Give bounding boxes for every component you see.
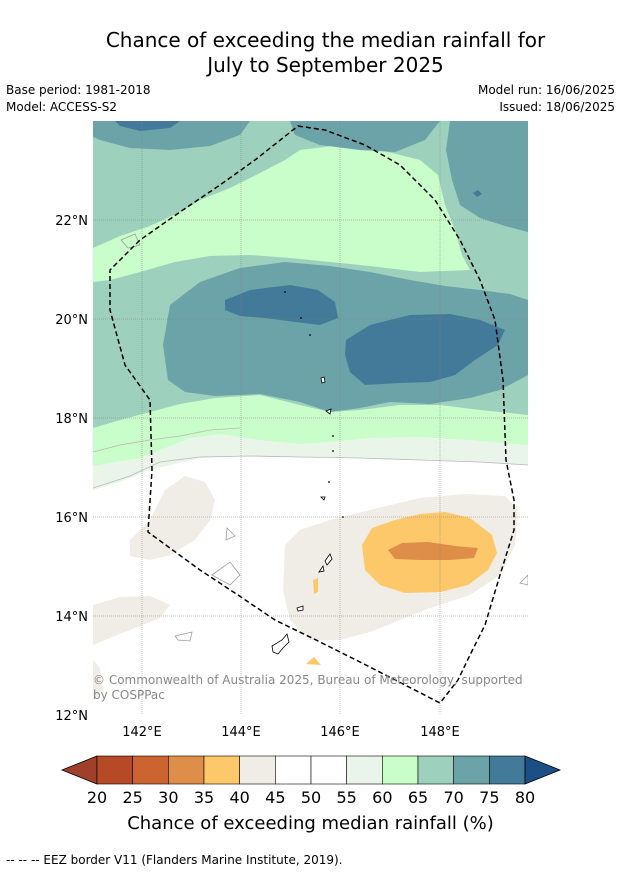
contour-line-6 bbox=[120, 233, 141, 249]
lat-tick-18n: 18°N bbox=[55, 412, 88, 427]
eez-border bbox=[109, 125, 515, 704]
colorbar-extend-high bbox=[524, 755, 562, 785]
title-line-1: Chance of exceeding the median rainfall … bbox=[105, 28, 546, 52]
lat-tick-14n: 14°N bbox=[55, 610, 88, 625]
island-saipan bbox=[324, 553, 333, 566]
lon-axis: 142°E 144°E 146°E 148°E bbox=[122, 725, 460, 740]
eez-footer-note: -- -- -- EEZ border V11 (Flanders Marine… bbox=[6, 853, 343, 867]
colorbar-segment bbox=[96, 755, 133, 785]
contour-line-5 bbox=[211, 561, 241, 586]
zone-75-80-east bbox=[345, 314, 505, 385]
copyright-line-2: by COSPPac bbox=[93, 688, 165, 702]
colorbar-tick-label: 25 bbox=[122, 788, 142, 807]
zone-40-45-southwest bbox=[93, 660, 103, 700]
island-dot-4 bbox=[332, 435, 334, 437]
lat-tick-12n: 12°N bbox=[55, 709, 88, 724]
lon-tick-146e: 146°E bbox=[320, 725, 360, 740]
colorbar-tick-label: 60 bbox=[372, 788, 392, 807]
island-tinian bbox=[318, 564, 325, 573]
base-period: Base period: 1981-2018 bbox=[6, 83, 151, 97]
island-dot-5 bbox=[332, 450, 334, 452]
lat-tick-16n: 16°N bbox=[55, 511, 88, 526]
lon-tick-148e: 148°E bbox=[420, 725, 460, 740]
zone-40-45-west bbox=[130, 476, 215, 560]
colorbar-tick-label: 70 bbox=[443, 788, 463, 807]
colorbar-segment bbox=[310, 755, 347, 785]
rainfall-map: © Commonwealth of Australia 2025, Bureau… bbox=[93, 121, 528, 715]
colorbar-segment bbox=[489, 755, 526, 785]
issued-date: Issued: 18/06/2025 bbox=[499, 100, 615, 114]
island-dot-6 bbox=[328, 481, 330, 483]
island-rota bbox=[296, 605, 304, 612]
island-group bbox=[271, 376, 333, 655]
zone-75-80-north bbox=[115, 121, 180, 131]
colorbar-tick-label: 45 bbox=[265, 788, 285, 807]
contour-line-1 bbox=[93, 455, 528, 489]
island-anatahan bbox=[320, 496, 326, 501]
chart-title: Chance of exceeding the median rainfall … bbox=[0, 28, 621, 78]
zone-35-40-small bbox=[306, 657, 321, 665]
colorbar: 20 25 30 35 40 45 50 55 60 65 70 75 80 bbox=[60, 755, 562, 807]
island-guam bbox=[271, 633, 290, 655]
island-dot-1 bbox=[284, 291, 286, 293]
contour-line-3 bbox=[225, 527, 236, 541]
lat-axis: 22°N 20°N 18°N 16°N 14°N 12°N bbox=[55, 214, 88, 724]
colorbar-segment bbox=[275, 755, 312, 785]
colorbar-segment bbox=[239, 755, 276, 785]
colorbar-segment bbox=[203, 755, 240, 785]
gridlines bbox=[93, 121, 528, 715]
contour-line-4 bbox=[174, 631, 193, 642]
title-line-2: July to September 2025 bbox=[207, 53, 444, 77]
island-agrihan bbox=[320, 376, 326, 384]
colorbar-segment bbox=[417, 755, 454, 785]
model-run: Model run: 16/06/2025 bbox=[477, 83, 615, 97]
zone-70-75-northmid bbox=[290, 121, 440, 152]
lat-tick-20n: 20°N bbox=[55, 313, 88, 328]
model-name: Model: ACCESS-S2 bbox=[6, 100, 118, 114]
contour-line-2 bbox=[93, 427, 241, 453]
colorbar-tick-label: 20 bbox=[87, 788, 107, 807]
lat-tick-22n: 22°N bbox=[55, 214, 88, 229]
colorbar-segment bbox=[346, 755, 383, 785]
colorbar-tick-label: 80 bbox=[515, 788, 535, 807]
contour-line-7 bbox=[519, 574, 528, 586]
island-dot-3 bbox=[309, 334, 311, 336]
zone-pocket-north-green bbox=[93, 145, 470, 282]
zone-30-35 bbox=[388, 542, 478, 560]
colorbar-label: Chance of exceeding median rainfall (%) bbox=[127, 813, 494, 834]
zone-35-40-sliver bbox=[313, 578, 318, 594]
colorbar-segment bbox=[453, 755, 490, 785]
zone-40-45-south bbox=[93, 596, 170, 645]
zone-75-80-west bbox=[225, 285, 338, 325]
zone-75-80-spot bbox=[473, 190, 482, 197]
colorbar-extend-low bbox=[60, 755, 98, 785]
island-dot-2 bbox=[300, 317, 302, 319]
copyright-line-1: © Commonwealth of Australia 2025, Bureau… bbox=[93, 673, 523, 687]
colorbar-segment bbox=[132, 755, 169, 785]
zone-70-75-northeast bbox=[446, 121, 528, 232]
colorbar-tick-label: 50 bbox=[301, 788, 321, 807]
colorbar-tick-label: 30 bbox=[158, 788, 178, 807]
colorbar-tick-label: 75 bbox=[479, 788, 499, 807]
colorbar-tick-label: 55 bbox=[336, 788, 356, 807]
colorbar-segment bbox=[382, 755, 419, 785]
island-pagan bbox=[325, 408, 332, 415]
lon-tick-144e: 144°E bbox=[221, 725, 261, 740]
meta-right: Model run: 16/06/2025 Issued: 18/06/2025 bbox=[478, 82, 615, 116]
colorbar-tick-label: 35 bbox=[194, 788, 214, 807]
lon-tick-142e: 142°E bbox=[122, 725, 162, 740]
meta-left: Base period: 1981-2018 Model: ACCESS-S2 bbox=[6, 82, 151, 116]
colorbar-segment bbox=[168, 755, 205, 785]
colorbar-tick-label: 65 bbox=[408, 788, 428, 807]
colorbar-tick-label: 40 bbox=[229, 788, 249, 807]
